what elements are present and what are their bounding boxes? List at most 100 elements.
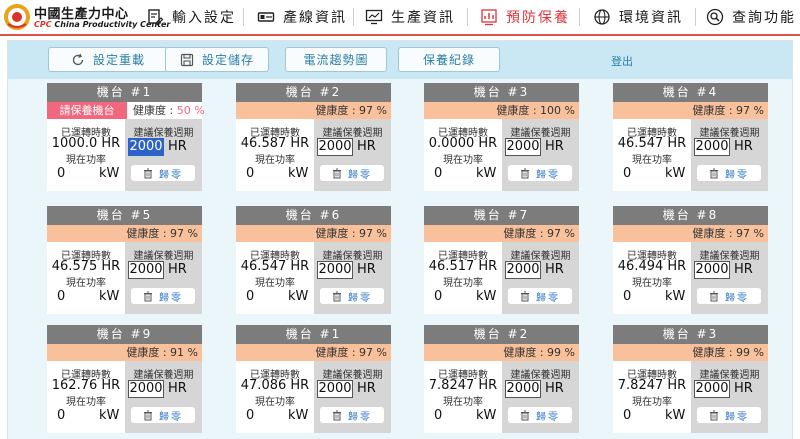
power-label: 現在功率 [255,155,295,166]
trash-icon [144,168,152,178]
cpc-logo-icon [4,4,30,30]
period-input[interactable]: 2000 [128,380,164,398]
runtime-number: 0.0000 [428,136,475,151]
period-row: 2000 HR [505,261,577,279]
save-settings-button[interactable]: 設定儲存 [165,47,269,72]
health-row: 健康度 : 100 % [424,102,579,119]
current-trend-label: 電流趨勢圖 [303,53,369,67]
globe-icon [593,8,611,26]
power-number: 0 [434,408,443,423]
reset-runtime-button[interactable]: 歸零 [131,288,195,304]
reset-runtime-button[interactable]: 歸零 [131,165,195,181]
health-value: 97 % [736,227,764,240]
period-input[interactable]: 2000 [128,261,164,279]
period-input[interactable]: 2000 [505,380,541,398]
reset-runtime-label: 歸零 [725,169,749,181]
cpc-logo[interactable]: 中國生產力中心 CPC China Productivity Center [4,3,170,31]
period-input[interactable]: 2000 [505,261,541,279]
runtime-label: 已運轉時數 [61,251,111,262]
period-unit: HR [168,139,187,154]
reset-runtime-button[interactable]: 歸零 [320,288,384,304]
period-unit: HR [545,262,564,277]
machine-body: 已運轉時數 0.0000 HR 現在功率 0 kW 建議保養週期 2000 HR… [424,119,579,191]
period-input[interactable]: 2000 [694,261,730,279]
power-label: 現在功率 [66,397,106,408]
period-input[interactable]: 2000 [505,138,541,156]
power-number: 0 [57,289,66,304]
power-label: 現在功率 [632,278,672,289]
reset-runtime-button[interactable]: 歸零 [320,407,384,423]
machine-body: 已運轉時數 46.547 HR 現在功率 0 kW 建議保養週期 2000 HR… [613,119,768,191]
save-icon [180,53,194,66]
period-input[interactable]: 2000 [317,138,353,156]
monitor-chart-icon [365,8,383,26]
health-label: 健康度 : [315,346,356,359]
power-unit: kW [665,289,686,304]
maintenance-record-button[interactable]: 保養紀錄 [398,47,500,72]
reload-settings-button[interactable]: 設定重載 [48,47,168,72]
trash-icon [333,168,341,178]
save-settings-label: 設定儲存 [201,53,254,67]
reset-runtime-button[interactable]: 歸零 [697,288,761,304]
power-number: 0 [57,408,66,423]
nav-production-info[interactable]: 生產資訊 [365,6,455,28]
period-unit: HR [357,139,376,154]
health-label: 健康度 : [315,227,356,240]
maintenance-settings: 建議保養週期 2000 HR 歸零 [691,242,768,314]
reset-runtime-button[interactable]: 歸零 [508,288,572,304]
nav-query[interactable]: 查詢功能 [706,6,796,28]
period-unit: HR [357,381,376,396]
document-edit-icon [146,8,164,26]
runtime-value: 46.494 HR [615,259,689,274]
power-unit: kW [99,408,120,423]
maintenance-settings: 建議保養週期 2000 HR 歸零 [314,361,391,433]
maintenance-settings: 建議保養週期 2000 HR 歸零 [314,242,391,314]
logout-link[interactable]: 登出 [611,55,633,68]
health-row: 健康度 : 97 % [613,225,768,242]
nav-input-settings[interactable]: 輸入設定 [146,6,236,28]
runtime-number: 1000.0 [51,136,98,151]
nav-environment-info[interactable]: 環境資訊 [593,6,683,28]
machine-title: 機台 #3 [613,325,768,344]
health-label: 健康度 : [503,227,544,240]
period-input[interactable]: 2000 [694,138,730,156]
machine-body: 已運轉時數 46.587 HR 現在功率 0 kW 建議保養週期 2000 HR… [236,119,391,191]
period-label: 建議保養週期 [699,370,760,381]
period-input[interactable]: 2000 [128,138,164,156]
health-label: 健康度 : [503,346,544,359]
reset-runtime-button[interactable]: 歸零 [697,407,761,423]
reset-runtime-button[interactable]: 歸零 [697,165,761,181]
machine-card: 機台 #1 請保養機台 健康度 : 50 % 已運轉時數 1000.0 HR 現… [47,83,205,191]
reset-runtime-button[interactable]: 歸零 [131,407,195,423]
machine-card: 機台 #2 健康度 : 97 % 已運轉時數 46.587 HR 現在功率 0 … [236,83,391,191]
power-unit: kW [288,289,309,304]
toolbar: 設定重載 設定儲存 電流趨勢圖 保養紀錄 登出 [8,41,792,79]
runtime-number: 46.587 [240,136,287,151]
current-trend-button[interactable]: 電流趨勢圖 [285,47,387,72]
power-number: 0 [434,289,443,304]
runtime-value: 46.547 HR [615,136,689,151]
power-unit: kW [99,289,120,304]
reset-runtime-label: 歸零 [159,169,183,181]
period-input[interactable]: 2000 [317,380,353,398]
reset-runtime-button[interactable]: 歸零 [508,407,572,423]
period-row: 2000 HR [317,261,389,279]
reset-runtime-button[interactable]: 歸零 [320,165,384,181]
health-label: 健康度 : [692,227,733,240]
nav-preventive-maintenance[interactable]: 預防保養 [480,6,570,28]
period-input[interactable]: 2000 [694,380,730,398]
reset-runtime-button[interactable]: 歸零 [508,165,572,181]
period-unit: HR [734,262,753,277]
machine-body: 已運轉時數 7.8247 HR 現在功率 0 kW 建議保養週期 2000 HR… [424,361,579,433]
health-row: 健康度 : 97 % [236,102,391,119]
health-value: 97 % [170,227,198,240]
nav-production-line[interactable]: 產線資訊 [257,6,347,28]
power-unit: kW [476,408,497,423]
brand-mark-text: CPC [34,20,52,29]
maintenance-settings: 建議保養週期 2000 HR 歸零 [125,119,202,191]
health-value: 97 % [359,104,387,117]
power-number: 0 [434,166,443,181]
period-input[interactable]: 2000 [317,261,353,279]
power-unit: kW [476,289,497,304]
period-label: 建議保養週期 [133,128,194,139]
